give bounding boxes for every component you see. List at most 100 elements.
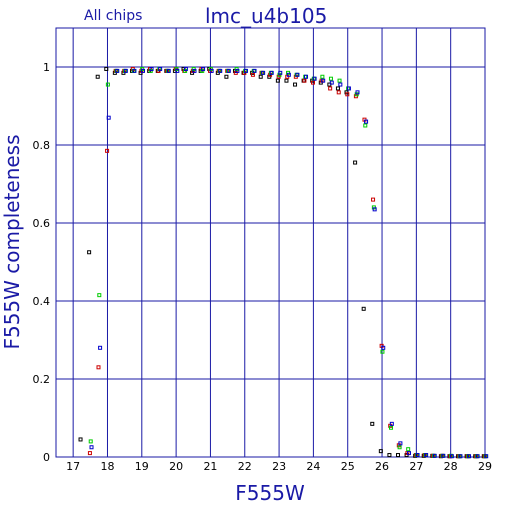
chart-subtitle: All chips bbox=[84, 8, 142, 24]
x-tick-label: 24 bbox=[306, 460, 320, 473]
data-point bbox=[397, 445, 402, 450]
data-point bbox=[78, 437, 83, 442]
data-point bbox=[149, 66, 154, 71]
data-point bbox=[338, 82, 343, 87]
data-point bbox=[380, 349, 385, 354]
data-point bbox=[175, 68, 180, 73]
data-point bbox=[372, 207, 377, 212]
data-point bbox=[311, 80, 315, 85]
data-point bbox=[252, 68, 257, 73]
data-point bbox=[209, 68, 214, 73]
data-point bbox=[98, 345, 103, 350]
data-point bbox=[398, 441, 403, 446]
data-point bbox=[336, 90, 341, 95]
data-point bbox=[396, 453, 400, 458]
data-point bbox=[105, 82, 110, 87]
series-2 bbox=[88, 66, 488, 459]
data-point bbox=[345, 92, 350, 97]
data-point bbox=[95, 74, 100, 79]
data-point bbox=[304, 74, 309, 79]
data-point bbox=[87, 451, 92, 456]
data-point bbox=[105, 148, 110, 153]
y-tick-label: 0.4 bbox=[33, 295, 51, 308]
data-point bbox=[284, 78, 289, 83]
data-point bbox=[353, 160, 358, 165]
data-point bbox=[355, 90, 360, 95]
x-tick-label: 29 bbox=[478, 460, 492, 473]
data-point bbox=[295, 72, 300, 77]
data-point bbox=[406, 451, 411, 456]
data-point bbox=[389, 421, 394, 426]
data-point bbox=[449, 454, 454, 459]
data-point bbox=[97, 293, 102, 298]
data-point bbox=[258, 74, 263, 79]
data-point bbox=[302, 78, 307, 83]
data-point bbox=[89, 445, 94, 450]
data-point bbox=[250, 72, 255, 77]
data-point bbox=[364, 119, 369, 124]
data-point bbox=[275, 78, 280, 83]
data-point bbox=[467, 454, 472, 459]
data-point bbox=[370, 421, 375, 426]
data-point bbox=[441, 453, 446, 458]
data-point bbox=[381, 345, 386, 350]
data-point bbox=[166, 68, 171, 73]
y-tick-label: 1 bbox=[43, 61, 50, 74]
data-point bbox=[484, 454, 489, 459]
data-points bbox=[78, 66, 489, 459]
data-point bbox=[312, 76, 317, 81]
data-point bbox=[183, 66, 188, 71]
data-point bbox=[337, 78, 342, 83]
x-tick-label: 28 bbox=[444, 460, 458, 473]
x-tick-label: 18 bbox=[100, 460, 114, 473]
data-point bbox=[321, 78, 326, 83]
data-point bbox=[329, 80, 334, 85]
data-point bbox=[475, 454, 480, 459]
series-0 bbox=[78, 66, 486, 459]
y-tick-label: 0 bbox=[43, 451, 50, 464]
data-point bbox=[96, 365, 101, 370]
y-tick-label: 0.8 bbox=[33, 139, 51, 152]
x-tick-label: 26 bbox=[375, 460, 389, 473]
x-tick-label: 23 bbox=[272, 460, 286, 473]
data-point bbox=[235, 68, 240, 73]
series-3 bbox=[89, 66, 489, 459]
data-point bbox=[406, 447, 411, 452]
y-tick-label: 0.6 bbox=[33, 217, 51, 230]
data-point bbox=[424, 453, 429, 458]
y-tick-label: 0.2 bbox=[33, 373, 51, 386]
chart-title: lmc_u4b105 bbox=[205, 4, 327, 28]
data-point bbox=[415, 453, 420, 458]
data-point bbox=[132, 68, 137, 73]
data-point bbox=[269, 70, 274, 75]
data-point bbox=[293, 82, 298, 87]
data-point bbox=[115, 68, 120, 73]
data-point bbox=[192, 68, 197, 73]
grid bbox=[56, 28, 486, 458]
data-point bbox=[432, 453, 437, 458]
x-tick-label: 21 bbox=[203, 460, 217, 473]
data-point bbox=[87, 250, 92, 255]
data-point bbox=[335, 86, 340, 91]
data-point bbox=[261, 70, 266, 75]
x-tick-label: 19 bbox=[135, 460, 149, 473]
data-point bbox=[320, 74, 325, 79]
x-tick-label: 22 bbox=[238, 460, 252, 473]
data-point bbox=[363, 123, 368, 128]
data-point bbox=[201, 66, 206, 71]
data-point bbox=[378, 449, 383, 454]
data-point bbox=[346, 86, 351, 91]
data-point bbox=[158, 66, 163, 71]
x-tick-label: 27 bbox=[409, 460, 423, 473]
x-tick-label: 25 bbox=[341, 460, 355, 473]
series-1 bbox=[87, 66, 487, 459]
y-axis-label: F555W completeness bbox=[0, 134, 24, 349]
data-point bbox=[104, 66, 109, 71]
x-tick-label: 20 bbox=[169, 460, 183, 473]
data-point bbox=[278, 70, 283, 75]
data-point bbox=[286, 72, 291, 77]
data-point bbox=[141, 68, 145, 73]
data-point bbox=[458, 454, 463, 459]
plot-frame bbox=[55, 27, 486, 458]
